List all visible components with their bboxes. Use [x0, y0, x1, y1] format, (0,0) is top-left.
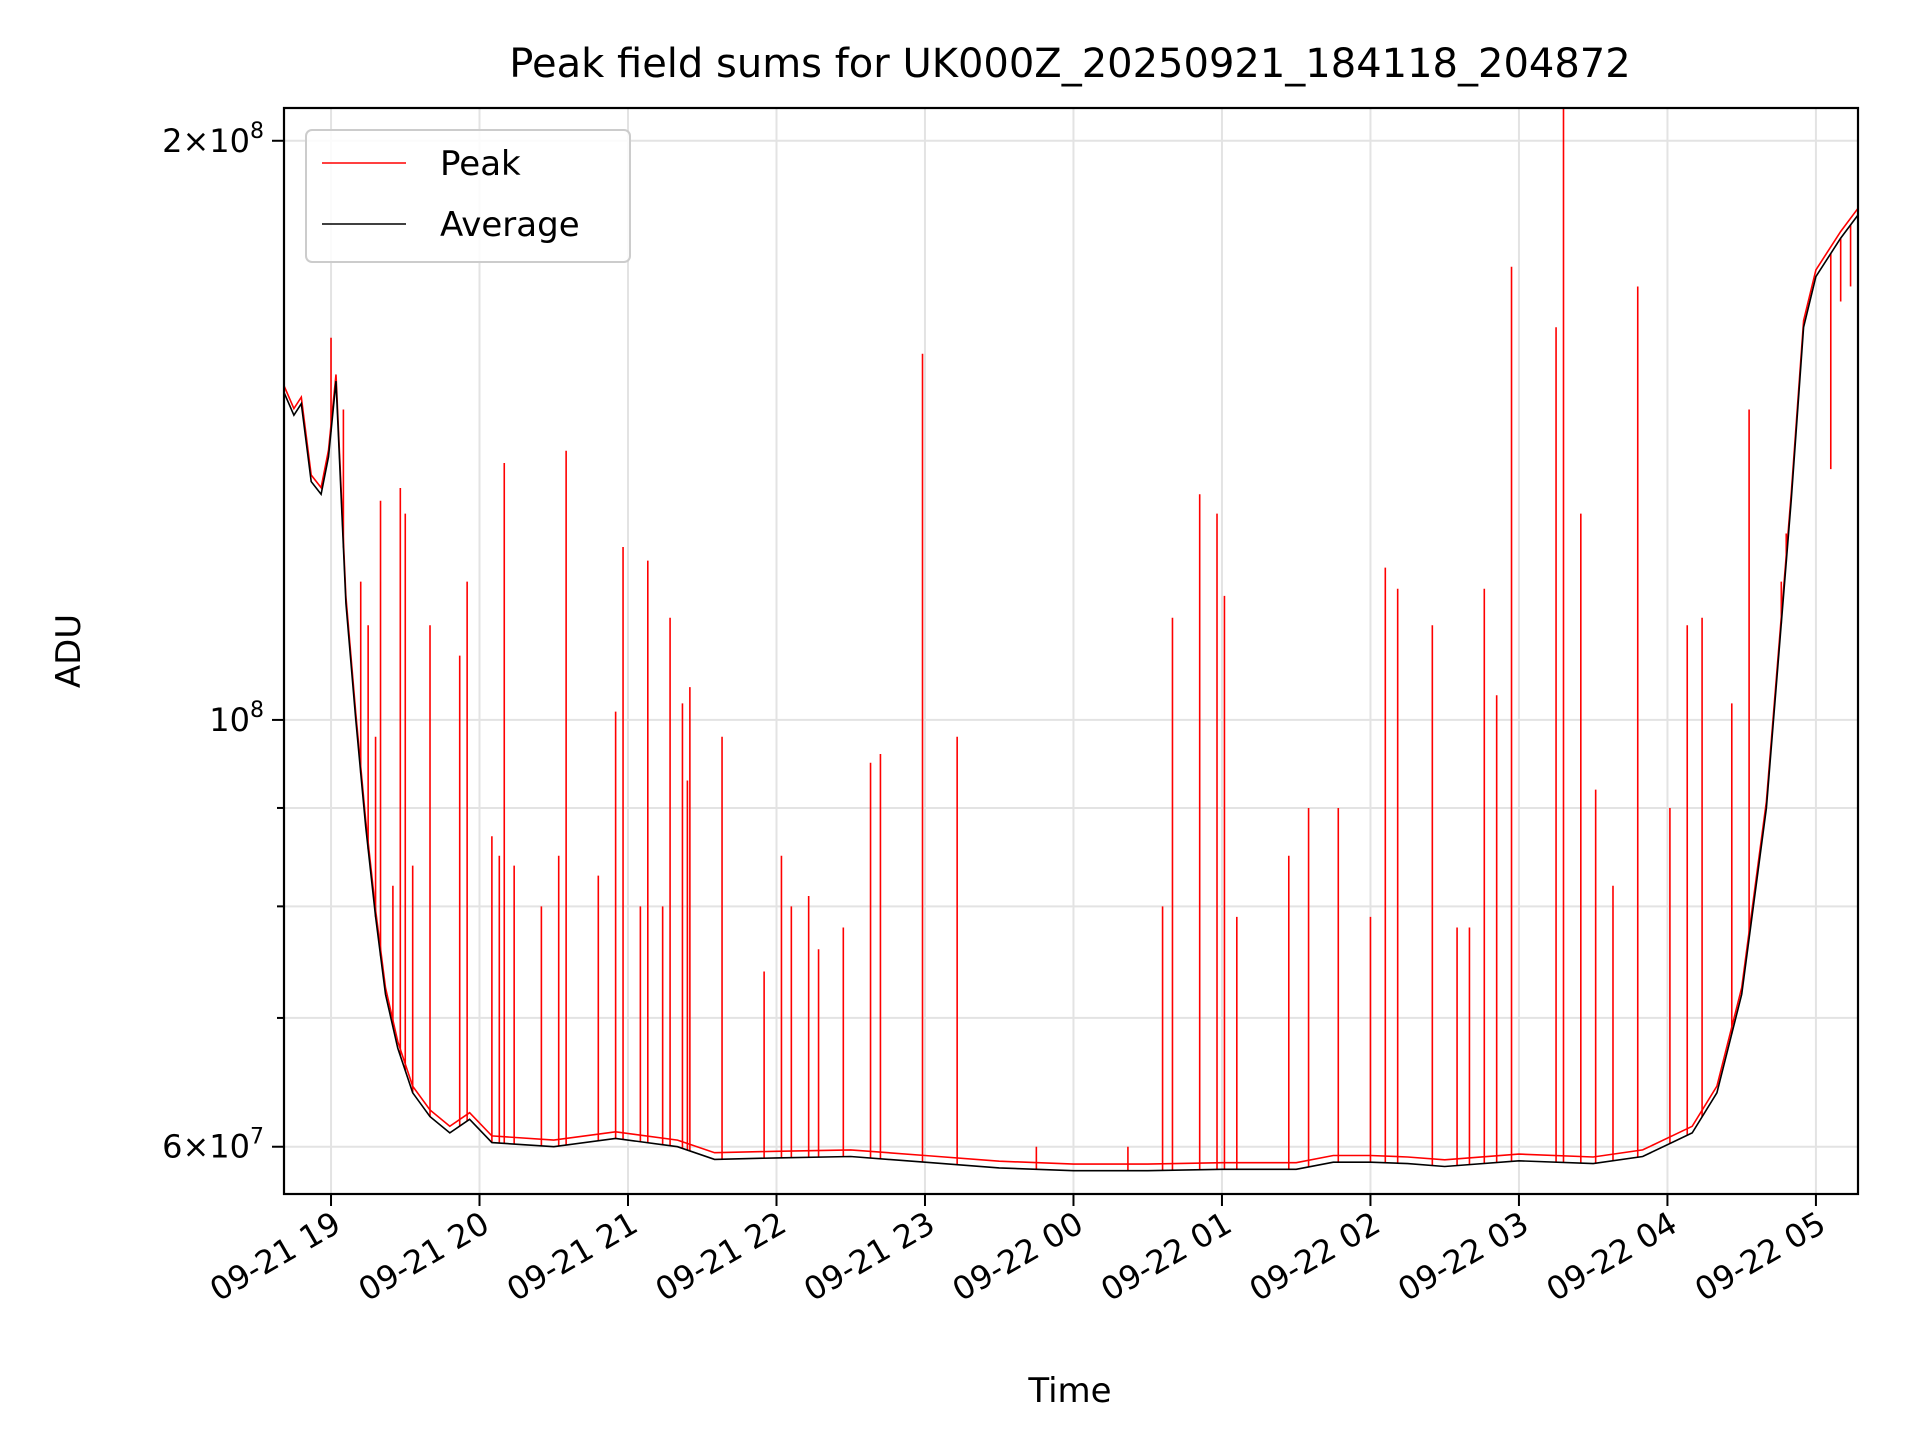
y-tick-label: 6×107	[162, 1125, 264, 1166]
average-series	[283, 214, 1859, 1172]
y-axis: 6×107 108 2×108	[162, 119, 284, 1166]
average-line	[283, 214, 1859, 1172]
y-tick-label: 108	[209, 698, 264, 739]
plot-frame	[282, 106, 1860, 1196]
legend-label-average: Average	[440, 205, 580, 245]
x-axis-title: Time	[1027, 1371, 1111, 1411]
chart-title: Peak field sums for UK000Z_20250921_1841…	[509, 41, 1630, 87]
grid	[284, 108, 1858, 1194]
y-axis-title: ADU	[49, 614, 89, 688]
legend-label-peak: Peak	[440, 144, 521, 184]
y-tick-label: 2×108	[162, 119, 264, 160]
legend: Peak Average	[305, 129, 631, 263]
